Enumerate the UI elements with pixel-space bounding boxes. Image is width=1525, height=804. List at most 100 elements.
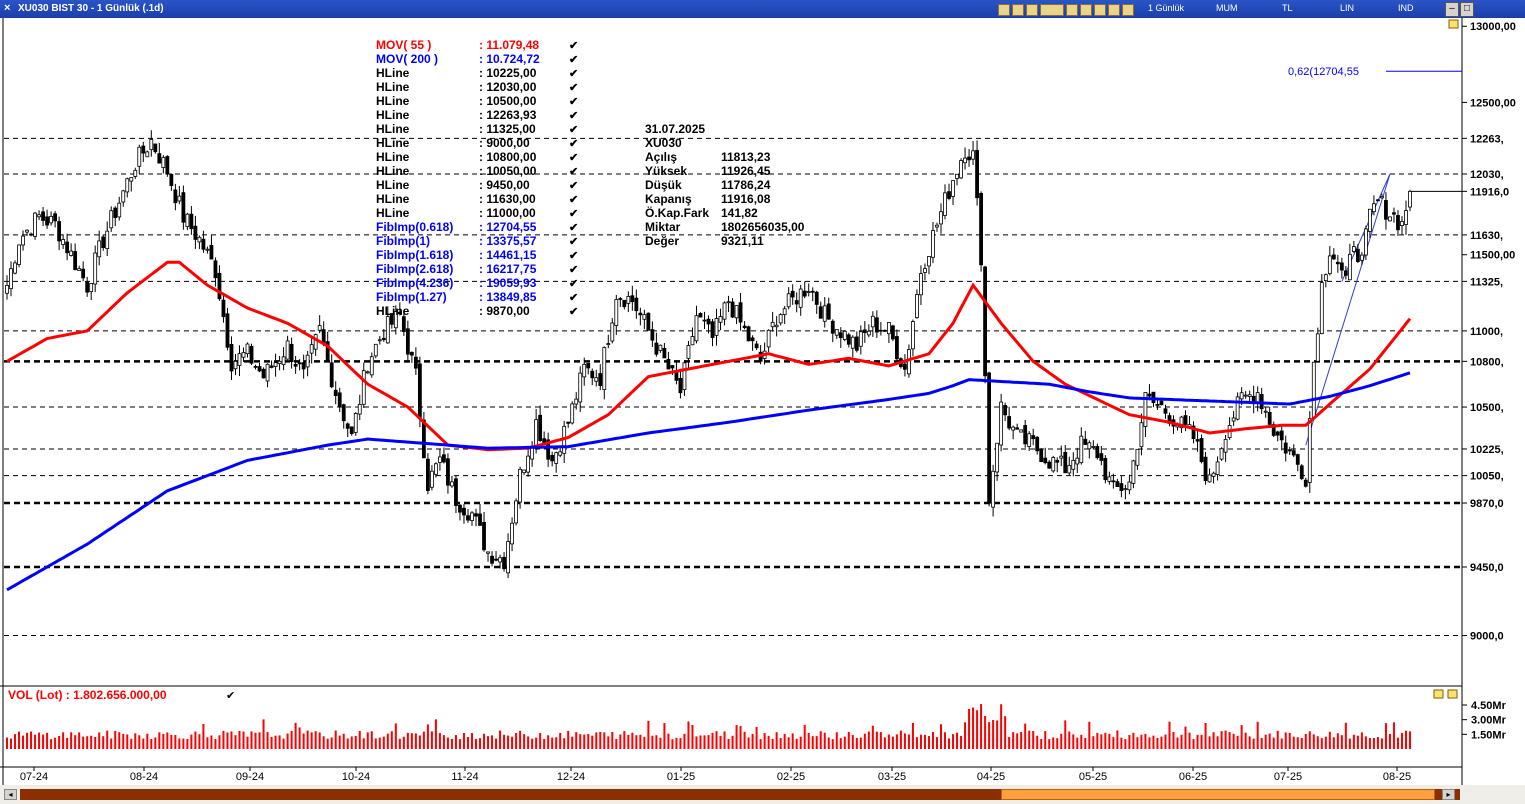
volume-bar [595, 732, 598, 749]
volume-bar [1244, 732, 1247, 749]
toolbar-indicator[interactable]: IND [1398, 3, 1414, 13]
volume-bar [907, 734, 910, 749]
volume-bar [980, 704, 983, 749]
volume-bar [326, 738, 329, 749]
toolbar-candle[interactable]: MUM [1216, 3, 1238, 13]
legend-item-value: : 10050,00 [479, 164, 537, 178]
toolbar-icon[interactable] [1122, 4, 1134, 16]
volume-bar [1212, 732, 1215, 749]
candle-body [710, 321, 715, 338]
volume-bar [1300, 737, 1303, 749]
minimize-icon[interactable]: – [1445, 2, 1459, 17]
legend-item-name: HLine [376, 136, 410, 150]
toolbar-icon[interactable] [998, 4, 1010, 16]
volume-bar [238, 730, 241, 749]
volume-bar [867, 731, 870, 749]
maximize-icon[interactable]: □ [1460, 2, 1474, 17]
candle-body [746, 326, 751, 342]
volume-bar [314, 731, 317, 749]
volume-bar [583, 734, 586, 749]
volume-bar [1164, 734, 1167, 749]
volume-bar [202, 724, 205, 749]
candle-body [971, 150, 975, 160]
volume-bar [394, 723, 397, 749]
legend-item-name: HLine [376, 164, 410, 178]
candle-body [486, 551, 490, 554]
toolbar-icon[interactable] [1026, 4, 1038, 16]
price-chart[interactable]: 0,62(12704,55 13000,00 12500,00 12263, 1203… [0, 18, 1525, 785]
time-label: 08-24 [130, 771, 158, 783]
candle-body [325, 341, 330, 361]
toolbar-icon[interactable] [1094, 4, 1106, 16]
volume-bar [711, 732, 714, 749]
scroll-right-icon[interactable]: ▸ [1442, 789, 1455, 800]
candle-body [1299, 465, 1304, 479]
volume-legend-check[interactable]: ✔ [226, 690, 235, 702]
scroll-thumb[interactable] [1001, 789, 1435, 800]
scroll-track[interactable] [20, 789, 1460, 800]
toolbar-scale[interactable]: LIN [1340, 3, 1355, 13]
volume-bar [1316, 736, 1319, 749]
volume-bar [843, 736, 846, 749]
candle-body [826, 303, 831, 320]
candle-body [790, 290, 795, 298]
toolbar-currency[interactable]: TL [1282, 3, 1293, 13]
candle-body [1223, 439, 1228, 453]
scroll-left-icon[interactable]: ◂ [4, 789, 17, 800]
volume-bar [410, 733, 413, 749]
time-scrollbar[interactable]: ◂ ▸ [0, 785, 1525, 804]
volume-bar [98, 732, 101, 749]
volume-bar [270, 736, 273, 749]
candle-body [630, 295, 635, 303]
volume-bar [1200, 734, 1203, 749]
toolbar-icon[interactable] [1012, 4, 1024, 16]
volume-panel-icon[interactable] [1447, 689, 1458, 699]
legend-check-icon: ✔ [569, 82, 578, 94]
volume-bar [62, 732, 65, 749]
candle-body [834, 329, 839, 336]
close-icon[interactable]: × [4, 2, 11, 14]
volume-bar [466, 737, 469, 749]
candle-body [161, 157, 166, 168]
volume-bar [1008, 736, 1011, 749]
volume-bar [996, 720, 999, 749]
toolbar-icon[interactable] [1066, 4, 1078, 16]
candle-body [21, 235, 25, 246]
candle-body [838, 332, 843, 339]
volume-bar [382, 736, 385, 749]
candle-body [1147, 393, 1152, 397]
candle-body [494, 558, 498, 561]
volume-bar [695, 736, 698, 749]
toolbar-icon[interactable] [1108, 4, 1120, 16]
volume-panel-icon[interactable] [1433, 689, 1444, 699]
candle-body [698, 312, 703, 318]
candle-body [1311, 361, 1316, 419]
toolbar-period[interactable]: 1 Günlük [1148, 3, 1185, 13]
candle-body [646, 312, 651, 331]
candle-body [1291, 450, 1296, 456]
toolbar-icon[interactable] [1080, 4, 1092, 16]
candle-body [939, 211, 943, 225]
volume-bar [1312, 734, 1315, 749]
volume-bar [54, 737, 57, 749]
candle-body [9, 268, 13, 290]
mov200-legend-name: MOV( 200 ) [376, 52, 438, 66]
volume-bar [18, 731, 21, 749]
candle-body [1271, 424, 1276, 436]
time-label: 10-24 [342, 771, 370, 783]
candle-body [253, 366, 258, 368]
candle-body [133, 169, 138, 177]
candle-body [337, 392, 342, 407]
panel-settings-icon[interactable] [1448, 19, 1459, 29]
toolbar-icon[interactable] [1040, 4, 1064, 16]
candle-body [450, 481, 454, 487]
candle-body [121, 190, 126, 203]
candle-body [574, 398, 579, 405]
volume-bar [1092, 736, 1095, 749]
time-label: 05-25 [1079, 771, 1107, 783]
price-label: 9000,0 [1470, 631, 1504, 643]
candle-body [526, 455, 531, 473]
candle-body [141, 145, 146, 154]
volume-bar [839, 738, 842, 749]
volume-bar [1132, 732, 1135, 749]
